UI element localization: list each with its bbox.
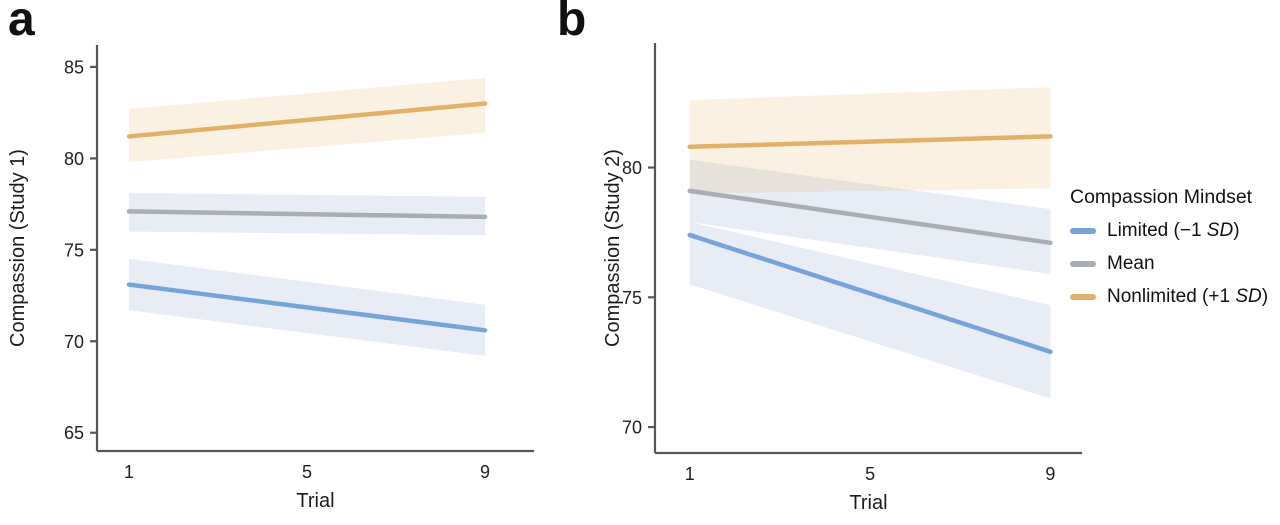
legend-label-limited-italic: SD	[1206, 220, 1234, 241]
trend-line-limited	[687, 232, 1053, 355]
chart-study2: 70 75 80 1 5 9 Trial Compassion (Study 2)	[602, 43, 1082, 514]
legend-label-nonlimited-text: Nonlimited (+1	[1107, 286, 1236, 307]
y-axis-title: Compassion (Study 1)	[7, 149, 29, 347]
legend-item-limited: Limited (−1 SD)	[1070, 220, 1268, 242]
legend-item-nonlimited: Nonlimited (+1 SD)	[1070, 286, 1268, 308]
x-tick-label: 5	[865, 464, 875, 484]
y-tick-label: 75	[64, 240, 84, 260]
y-tick-label: 65	[64, 423, 84, 443]
legend-title: Compassion Mindset	[1070, 186, 1253, 208]
y-tick-label: 80	[64, 149, 84, 169]
x-tick-label: 9	[480, 462, 490, 482]
legend-swatch-nonlimited-icon	[1070, 294, 1096, 300]
panel-b-label: b	[557, 0, 587, 46]
legend-label-limited-close: )	[1233, 220, 1240, 241]
y-tick-label: 85	[64, 57, 84, 77]
legend-swatch-limited-icon	[1070, 228, 1096, 234]
trend-line-mean	[126, 209, 488, 220]
x-tick-label: 9	[1045, 464, 1055, 484]
legend-label-nonlimited: Nonlimited (+1 SD)	[1107, 286, 1268, 308]
legend-label-nonlimited-close: )	[1261, 286, 1269, 307]
x-axis-title: Trial	[849, 492, 887, 514]
y-axis-title: Compassion (Study 2)	[602, 149, 624, 347]
legend: Compassion Mindset Limited (−1 SD) Mean …	[1070, 186, 1268, 308]
panel-a-label: a	[8, 0, 35, 46]
legend-swatch-mean-icon	[1070, 261, 1096, 267]
y-tick-label: 70	[64, 332, 84, 352]
x-tick-label: 1	[124, 462, 134, 482]
legend-label-nonlimited-italic: SD	[1235, 286, 1262, 307]
y-tick-label: 70	[622, 418, 642, 438]
legend-label-mean: Mean	[1107, 253, 1155, 275]
chart-study1: 65 70 75 80 85 1 5 9 Trial Compassion (Study 1)	[7, 45, 534, 512]
trend-line-mean	[687, 188, 1053, 246]
legend-item-mean: Mean	[1070, 253, 1268, 275]
legend-label-mean-text: Mean	[1107, 253, 1155, 274]
legend-label-limited-text: Limited (−1	[1107, 220, 1207, 241]
y-tick-label: 80	[622, 158, 642, 178]
legend-label-limited: Limited (−1 SD)	[1107, 220, 1240, 242]
trend-line-nonlimited	[687, 134, 1053, 150]
x-tick-label: 1	[685, 464, 695, 484]
x-axis-title: Trial	[296, 490, 334, 512]
y-tick-label: 75	[622, 288, 642, 308]
trend-line-limited	[126, 282, 488, 333]
x-tick-label: 5	[302, 462, 312, 482]
trend-line-nonlimited	[126, 101, 488, 139]
